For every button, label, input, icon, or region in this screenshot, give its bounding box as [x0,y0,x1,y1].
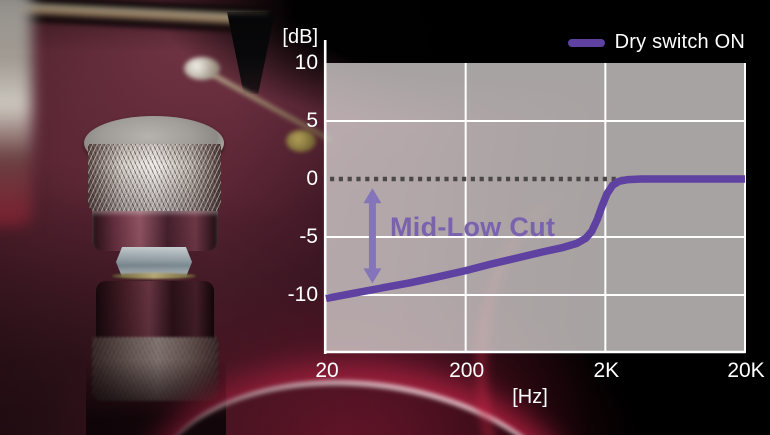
y-axis-unit-label: [dB] [282,26,318,48]
y-tick-label: 10 [294,51,318,74]
mid-low-cut-label: Mid-Low Cut [390,212,556,242]
x-tick-label: 20 [315,359,339,382]
x-axis-unit-label: [Hz] [512,386,548,408]
y-tick-label: -10 [287,283,318,306]
legend-line-swatch [567,38,605,47]
chart-legend: Dry switch ON [567,31,745,54]
y-tick-label: 5 [306,109,318,132]
x-tick-label: 20K [727,359,765,382]
x-tick-label: 200 [449,359,485,382]
x-tick-label: 2K [593,359,620,382]
y-tick-label: -5 [299,225,318,248]
legend-label: Dry switch ON [614,31,745,53]
y-tick-label: 0 [306,167,318,190]
